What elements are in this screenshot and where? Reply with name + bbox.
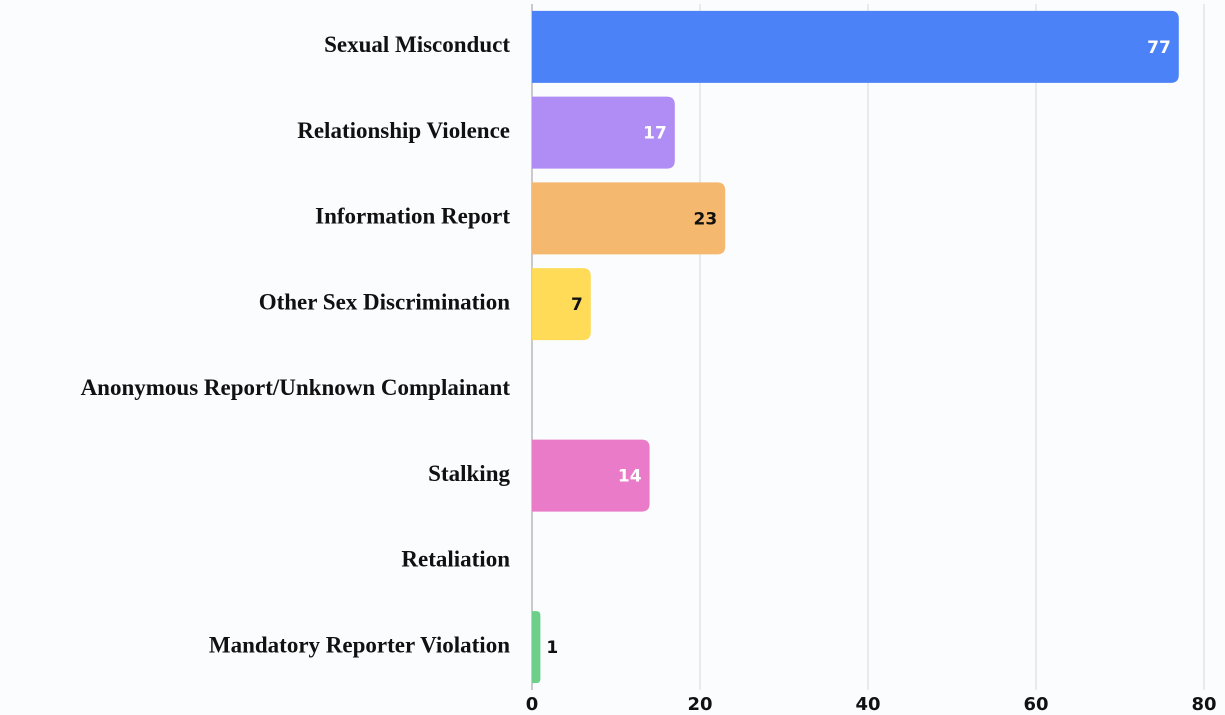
x-tick-label: 40 — [855, 694, 880, 715]
y-tick-label: Retaliation — [401, 547, 510, 572]
bar — [532, 96, 675, 169]
y-tick-label: Stalking — [428, 461, 510, 486]
value-label: 7 — [571, 295, 583, 315]
bar — [532, 439, 650, 512]
bar — [532, 611, 541, 684]
bar — [532, 182, 726, 255]
bar — [532, 10, 1179, 83]
x-tick-label: 20 — [687, 694, 712, 715]
value-label: 77 — [1147, 38, 1171, 58]
y-tick-label: Relationship Violence — [297, 118, 510, 143]
value-label: 23 — [694, 209, 718, 229]
value-label: 1 — [546, 638, 558, 658]
x-tick-label: 80 — [1191, 694, 1216, 715]
bar — [532, 268, 591, 341]
x-tick-label: 0 — [526, 694, 539, 715]
y-tick-label: Sexual Misconduct — [324, 32, 510, 57]
y-tick-label: Other Sex Discrimination — [259, 289, 510, 314]
value-label: 17 — [643, 124, 667, 144]
y-tick-label: Information Report — [315, 204, 510, 229]
x-tick-label: 60 — [1023, 694, 1048, 715]
y-tick-label: Anonymous Report/Unknown Complainant — [81, 375, 511, 400]
value-label: 14 — [618, 467, 642, 487]
y-tick-label: Mandatory Reporter Violation — [209, 632, 510, 657]
